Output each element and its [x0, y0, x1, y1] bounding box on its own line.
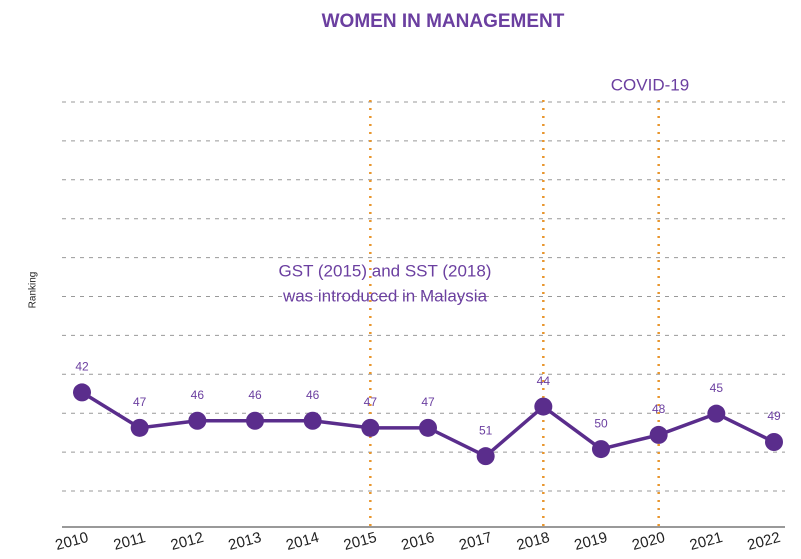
data-label: 47	[133, 395, 147, 409]
data-label: 47	[421, 395, 435, 409]
x-tick-label: 2016	[400, 529, 437, 554]
annotation: GST (2015) and SST (2018)	[279, 261, 492, 280]
point	[246, 411, 264, 430]
data-label: 48	[652, 402, 666, 416]
point	[592, 440, 610, 459]
x-tick-label: 2017	[457, 529, 494, 554]
data-label: 44	[537, 374, 551, 388]
point	[188, 411, 207, 430]
x-tick-label: 2020	[630, 529, 667, 554]
x-tick-label: 2013	[227, 529, 264, 554]
point	[534, 397, 553, 416]
data-label: 46	[306, 388, 320, 402]
data-label: 51	[479, 423, 493, 437]
x-tick-label: 2011	[112, 529, 148, 554]
annotation: COVID-19	[611, 75, 689, 94]
x-tick-label: 2015	[342, 529, 379, 554]
point	[419, 418, 437, 437]
data-label: 46	[191, 388, 205, 402]
point	[765, 433, 783, 451]
x-tick-label: 2021	[688, 529, 725, 554]
point	[361, 418, 380, 437]
data-label: 45	[710, 381, 724, 395]
point	[649, 425, 668, 444]
chart-title: WOMEN IN MANAGEMENT	[322, 11, 565, 32]
data-label: 49	[767, 409, 781, 423]
point	[707, 404, 726, 423]
data-label: 50	[594, 416, 608, 430]
x-tick-label: 2018	[515, 529, 552, 554]
x-tick-label: 2010	[54, 529, 91, 554]
y-axis-label: Ranking	[28, 272, 39, 309]
x-tick-label: 2012	[169, 529, 206, 554]
x-tick-label: 2019	[573, 529, 610, 554]
data-label: 42	[75, 360, 89, 374]
x-tick-label: 2022	[746, 529, 783, 554]
point	[130, 418, 149, 437]
data-label: 46	[248, 388, 262, 402]
data-label: 47	[364, 395, 378, 409]
point	[476, 447, 495, 466]
annotation: was introduced in Malaysia	[282, 286, 488, 305]
point	[73, 383, 91, 402]
x-tick-label: 2014	[284, 529, 321, 554]
point	[303, 411, 322, 430]
